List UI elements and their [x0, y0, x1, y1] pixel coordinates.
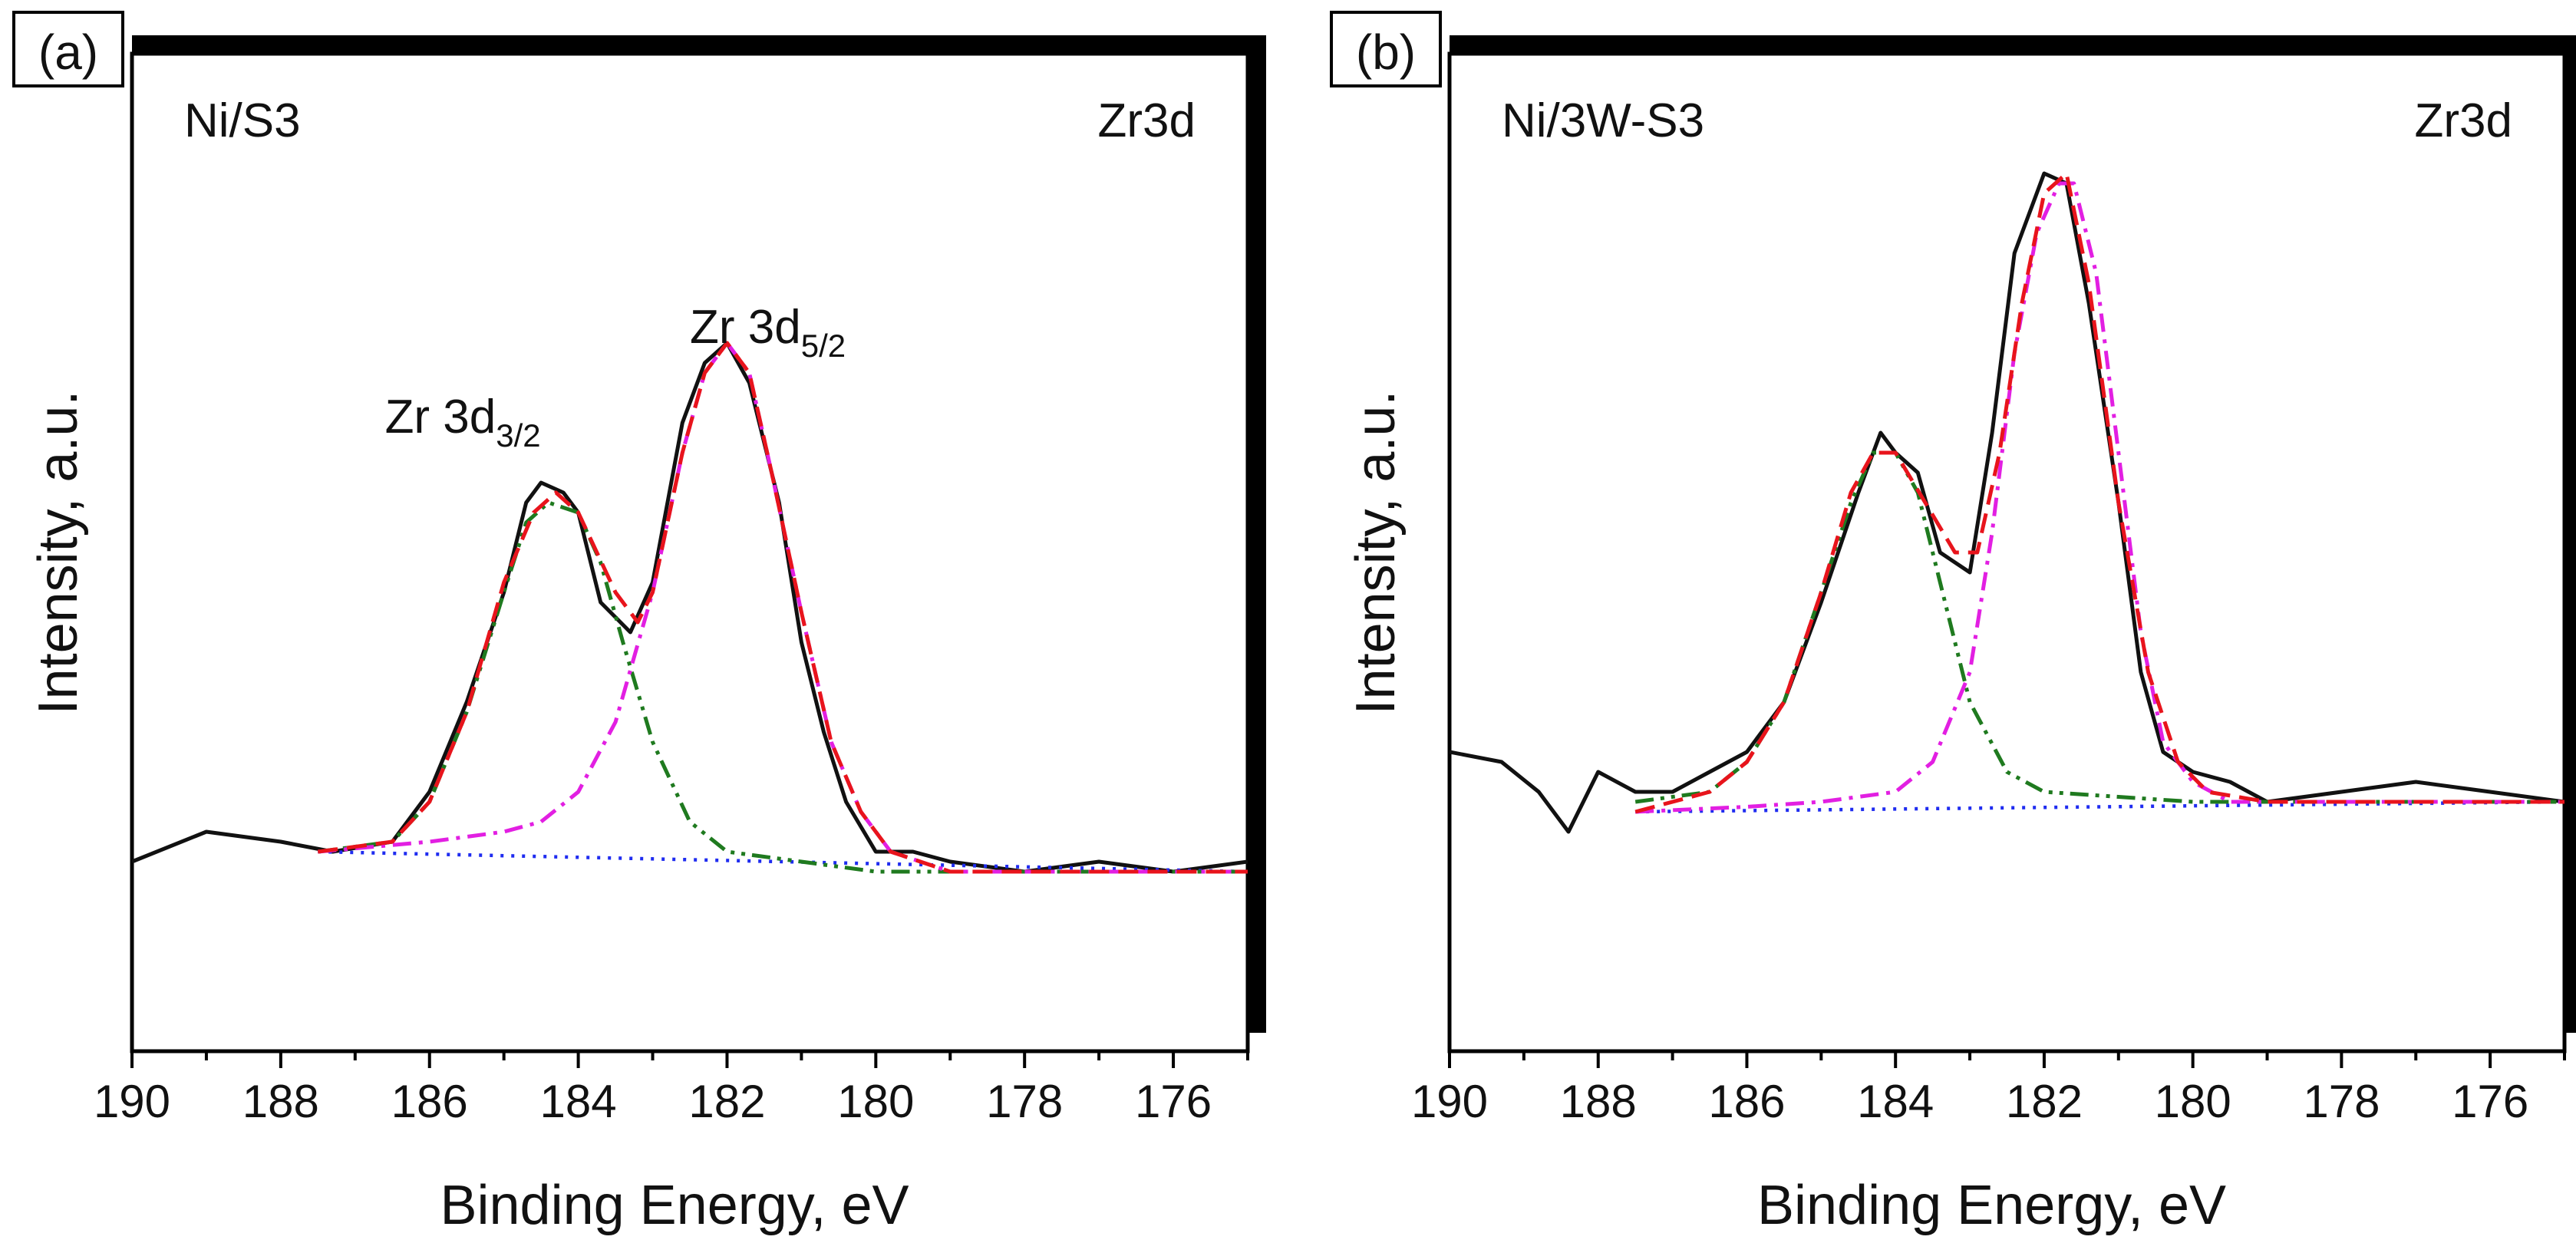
series-zr-3d5-2-component: [1635, 181, 2564, 814]
series-fit-envelope: [317, 341, 1248, 874]
peak-annotation-subscript: 3/2: [496, 417, 540, 453]
series-zr-3d3-2-component: [317, 500, 1248, 874]
x-tick-label: 178: [2303, 1076, 2380, 1127]
axes-frame: [130, 51, 1250, 1054]
frame-shadow: [1450, 35, 2576, 1033]
x-tick-label: 186: [1708, 1076, 1785, 1127]
peak-annotation: Zr 3d5/2: [690, 301, 846, 364]
sample-label: Ni/S3: [184, 94, 301, 147]
x-tick-label: 180: [837, 1076, 914, 1127]
x-tick-label: 190: [1411, 1076, 1488, 1127]
region-label: Zr3d: [1098, 94, 1196, 147]
series-measured: [132, 341, 1248, 874]
chart-panel-b: 190 188 186 184 182 180 178 176 Binding Energy, …: [1330, 11, 2576, 1236]
panel-label: (a): [38, 25, 98, 80]
peak-annotation: Zr 3d3/2: [385, 391, 541, 453]
series-fit-envelope: [1634, 171, 2564, 814]
x-tick-label: 180: [2155, 1076, 2231, 1127]
peak-annotation-subscript: 5/2: [801, 328, 846, 364]
sample-label: Ni/3W-S3: [1502, 94, 1704, 147]
x-tick-label: 188: [1560, 1076, 1637, 1127]
x-tick-label: 186: [391, 1076, 468, 1127]
x-tick-label: 178: [986, 1076, 1063, 1127]
series-zr-3d3-2-component: [1634, 450, 2564, 804]
panel-label-box: [12, 11, 124, 87]
x-tick-label: 176: [2452, 1076, 2528, 1127]
region-label: Zr3d: [2415, 94, 2512, 147]
x-axis-title: Binding Energy, eV: [1757, 1175, 2226, 1236]
x-tick-label: 182: [2006, 1076, 2083, 1127]
x-tick-label: 182: [688, 1076, 765, 1127]
x-tick-label: 184: [1857, 1076, 1934, 1127]
series-background: [318, 849, 1248, 874]
peak-annotation-main: Zr 3d: [690, 301, 801, 354]
x-tick-label: 184: [540, 1076, 617, 1127]
x-tick-label: 176: [1135, 1076, 1212, 1127]
panel-label: (b): [1356, 25, 1416, 80]
x-tick-label: 190: [94, 1076, 170, 1127]
chart-panel-a: 190 188 186 184 182 180 178 176 Binding Energy, …: [12, 11, 1266, 1236]
frame-shadow: [132, 35, 1266, 1033]
panel-label-box: [1330, 11, 1442, 87]
x-axis-title: Binding Energy, eV: [440, 1175, 909, 1236]
y-axis-title: Intensity, a.u.: [1345, 391, 1407, 715]
y-axis-title: Intensity, a.u.: [28, 391, 89, 715]
axes-frame: [1447, 51, 2567, 1054]
peak-annotation-main: Zr 3d: [385, 391, 496, 443]
x-tick-label: 188: [242, 1076, 319, 1127]
series-measured: [1450, 171, 2564, 834]
